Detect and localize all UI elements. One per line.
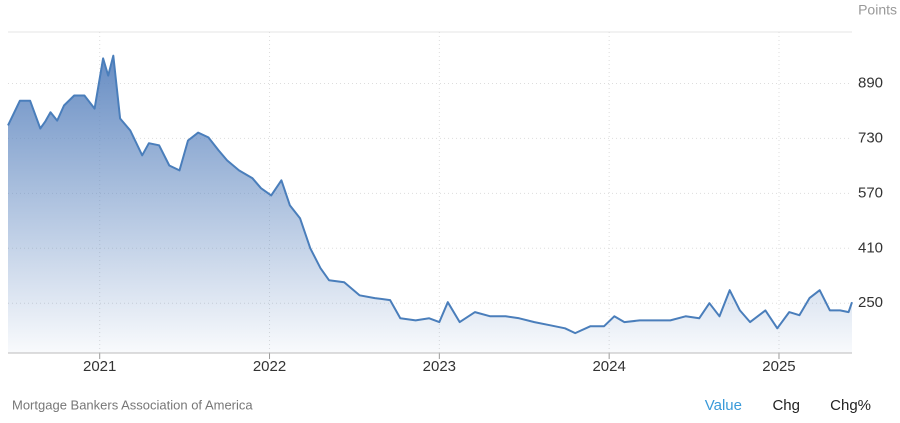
line: [7, 54, 853, 335]
source: Mortgage Bankers Association of America: [12, 397, 253, 412]
value-button[interactable]: Value: [705, 397, 742, 414]
y-tick-label: 890: [858, 74, 883, 91]
area-fill: [8, 55, 852, 353]
y-tick-label: 250: [858, 294, 883, 311]
chg-pct-button[interactable]: Chg%: [830, 397, 871, 414]
y-tick-label: 410: [858, 239, 883, 256]
y-unit: Points: [858, 2, 897, 18]
x-tick-label: 2023: [423, 358, 456, 375]
y-tick-label: 570: [858, 184, 883, 201]
x-tick-label: 2025: [762, 358, 795, 375]
x-tick-label: 2021: [83, 358, 116, 375]
x-tick-label: 2024: [592, 358, 625, 375]
x-tick-label: 2022: [253, 358, 286, 375]
chg-button[interactable]: Chg: [772, 397, 800, 414]
y-tick-label: 730: [858, 129, 883, 146]
